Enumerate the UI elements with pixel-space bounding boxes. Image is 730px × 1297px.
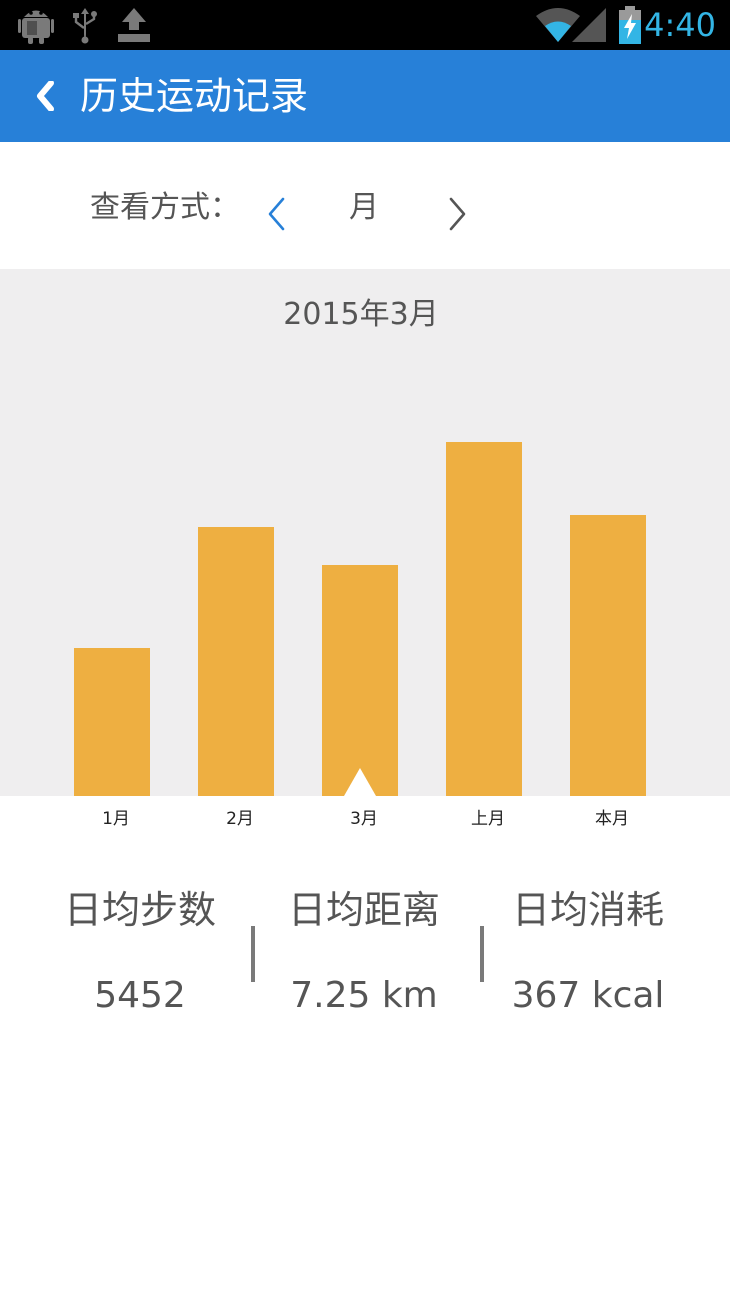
x-tick-label-1: 2月 <box>226 809 254 829</box>
status-bar: 4:40 <box>0 0 730 50</box>
upload-icon <box>118 8 150 42</box>
bar-2[interactable] <box>322 565 398 796</box>
bar-0[interactable] <box>74 648 150 796</box>
divider <box>480 926 484 982</box>
stat-avg-steps: 日均步数 5452 <box>40 880 240 1021</box>
chevron-left-icon <box>37 81 54 111</box>
chevron-left-icon[interactable] <box>262 196 292 232</box>
x-tick-label-0: 1月 <box>102 809 130 829</box>
stat-label: 日均消耗 <box>511 888 664 932</box>
page-title: 历史运动记录 <box>80 74 309 118</box>
stat-value: 5452 <box>94 975 186 1016</box>
back-button[interactable] <box>22 68 70 124</box>
chart-title: 2015年3月 <box>283 297 439 332</box>
divider <box>251 926 255 982</box>
stat-label: 日均距离 <box>287 888 440 932</box>
usb-icon <box>73 8 97 44</box>
stat-value: 7.25 km <box>290 975 438 1016</box>
stat-avg-calories: 日均消耗 367 kcal <box>488 880 688 1021</box>
stat-label: 日均步数 <box>63 888 216 932</box>
battery-charging-icon <box>619 6 641 44</box>
wifi-icon <box>536 8 580 42</box>
view-mode-label: 查看方式： <box>90 190 240 225</box>
bar-3[interactable] <box>446 442 522 796</box>
x-tick-label-3: 上月 <box>471 809 505 829</box>
x-tick-label-2: 3月 <box>350 809 378 829</box>
chevron-right-icon[interactable] <box>442 196 472 232</box>
stat-value: 367 kcal <box>511 975 665 1016</box>
x-tick-label-4: 本月 <box>595 809 629 829</box>
view-mode-value: 月 <box>349 190 379 225</box>
bar-1[interactable] <box>198 527 274 796</box>
bar-chart: 1月 2月 3月 上月 本月 <box>74 442 646 829</box>
view-mode-selector: 查看方式： 月 <box>0 142 730 269</box>
signal-icon <box>572 8 606 42</box>
selected-marker <box>344 768 376 796</box>
clock: 4:40 <box>644 6 716 44</box>
app-bar: 历史运动记录 <box>0 50 730 142</box>
stat-avg-distance: 日均距离 7.25 km <box>264 880 464 1021</box>
android-debug-icon <box>18 10 54 44</box>
bar-4[interactable] <box>570 515 646 796</box>
stats-panel: 日均步数 5452 日均距离 7.25 km 日均消耗 367 kcal <box>0 880 730 1040</box>
